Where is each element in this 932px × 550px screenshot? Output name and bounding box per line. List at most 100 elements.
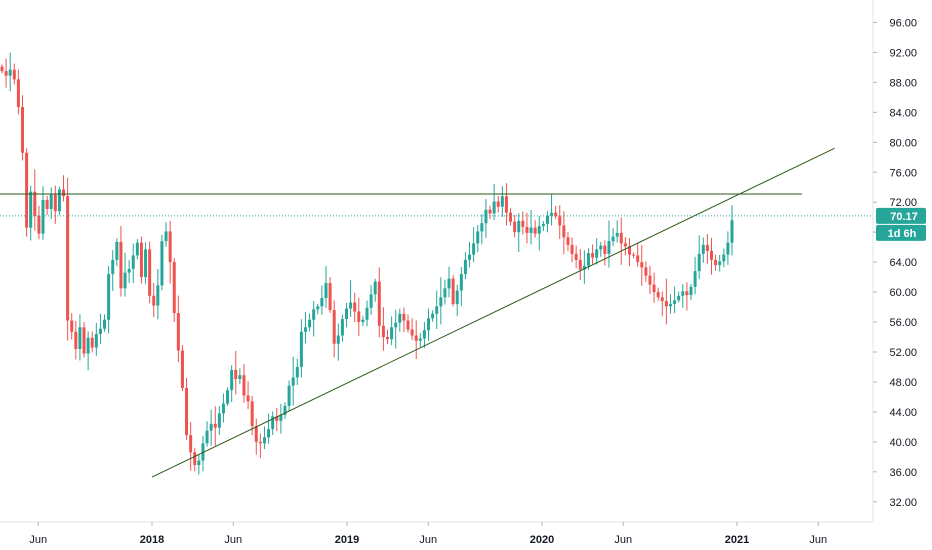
candle-body bbox=[632, 254, 636, 256]
candle-body bbox=[25, 152, 29, 228]
candle-body bbox=[394, 322, 398, 328]
candle-body bbox=[221, 403, 225, 414]
candle-body bbox=[459, 274, 463, 291]
candle-body bbox=[164, 231, 168, 242]
candle-body bbox=[37, 215, 41, 234]
candle-body bbox=[226, 390, 230, 404]
candle-body bbox=[230, 369, 234, 391]
candle-body bbox=[312, 309, 316, 320]
candle-body bbox=[521, 220, 525, 227]
candle-body bbox=[533, 227, 537, 234]
candle-body bbox=[599, 245, 603, 250]
candle-body bbox=[517, 220, 521, 233]
candle-body bbox=[336, 335, 340, 344]
candle-body bbox=[33, 191, 37, 216]
candle-body bbox=[468, 254, 472, 260]
trendline-ascending-support[interactable] bbox=[151, 147, 835, 478]
candle-body bbox=[258, 441, 262, 444]
price-tick-label: 76.00 bbox=[889, 167, 917, 179]
candle-body bbox=[250, 401, 254, 427]
candle-body bbox=[103, 319, 107, 329]
candle-body bbox=[611, 236, 615, 242]
candle-body bbox=[480, 223, 484, 232]
candle-body bbox=[172, 262, 176, 314]
candle-body bbox=[541, 223, 545, 227]
price-axis[interactable]: 96.0092.0088.0084.0080.0076.0072.0068.00… bbox=[873, 17, 917, 509]
candle-body bbox=[344, 308, 348, 320]
candle-body bbox=[373, 281, 377, 295]
candle-body bbox=[78, 327, 82, 349]
candle-body bbox=[677, 295, 681, 301]
candle-body bbox=[74, 331, 78, 349]
time-tick-label: 2021 bbox=[725, 534, 749, 546]
candle-body bbox=[238, 375, 242, 379]
candle-body bbox=[427, 318, 431, 331]
candle-body bbox=[127, 268, 131, 273]
candle-body bbox=[197, 460, 201, 466]
price-tick-label: 84.00 bbox=[889, 107, 917, 119]
candle-body bbox=[550, 212, 554, 216]
candle-body bbox=[435, 306, 439, 314]
time-tick-label: 2018 bbox=[140, 534, 164, 546]
candle-body bbox=[664, 301, 668, 307]
candle-body bbox=[705, 244, 709, 251]
time-tick-label: Jun bbox=[809, 534, 827, 546]
candle-body bbox=[357, 311, 361, 323]
candle-body bbox=[234, 369, 238, 379]
candle-body bbox=[328, 283, 332, 311]
candle-body bbox=[390, 327, 394, 340]
candle-body bbox=[689, 286, 693, 296]
bar-countdown-label: 1d 6h bbox=[888, 228, 917, 240]
price-tick-label: 36.00 bbox=[889, 467, 917, 479]
last-price-badge: 70.17 bbox=[876, 207, 926, 224]
price-tick-label: 64.00 bbox=[889, 257, 917, 269]
candle-body bbox=[107, 274, 111, 320]
candle-body bbox=[726, 242, 730, 255]
candle-body bbox=[144, 249, 148, 278]
candle-body bbox=[386, 337, 390, 340]
candle-body bbox=[123, 272, 127, 289]
candle-body bbox=[283, 405, 287, 415]
candle-body bbox=[320, 298, 324, 307]
candle-body bbox=[595, 249, 599, 258]
price-tick-label: 32.00 bbox=[889, 497, 917, 509]
candle-body bbox=[422, 330, 426, 339]
candle-body bbox=[82, 327, 86, 354]
candle-body bbox=[463, 259, 467, 275]
time-axis[interactable]: Jun 2018 Jun 2019 Jun 2020 Jun 2021 Jun bbox=[29, 522, 827, 546]
candle-body bbox=[324, 283, 328, 299]
candle-body bbox=[49, 194, 53, 209]
candle-body bbox=[431, 313, 435, 319]
candle-body bbox=[316, 306, 320, 310]
candle-body bbox=[652, 284, 656, 293]
candle-body bbox=[213, 423, 217, 428]
countdown-badge: 1d 6h bbox=[876, 224, 926, 241]
candle-body bbox=[193, 452, 197, 466]
candle-body bbox=[291, 377, 295, 386]
plot-area[interactable] bbox=[0, 0, 873, 522]
price-tick-label: 88.00 bbox=[889, 77, 917, 89]
candle-body bbox=[718, 261, 722, 266]
candle-body bbox=[111, 259, 115, 275]
candle-body bbox=[673, 300, 677, 305]
candle-body bbox=[287, 385, 291, 406]
candle-body bbox=[279, 414, 283, 421]
candle-body bbox=[504, 196, 508, 213]
price-tick-label: 48.00 bbox=[889, 377, 917, 389]
candle-body bbox=[619, 232, 623, 244]
candle-body bbox=[242, 375, 246, 396]
candle-body bbox=[714, 259, 718, 266]
price-tick-label: 40.00 bbox=[889, 437, 917, 449]
candle-body bbox=[176, 313, 180, 351]
candle-body bbox=[414, 335, 418, 341]
candle-body bbox=[271, 416, 275, 430]
candle-body bbox=[156, 285, 160, 306]
trendlines[interactable] bbox=[0, 147, 835, 478]
candle-body bbox=[45, 199, 49, 209]
price-tick-label: 72.00 bbox=[889, 197, 917, 209]
candle-body bbox=[447, 278, 451, 289]
candle-body bbox=[217, 413, 221, 428]
candle-body bbox=[94, 334, 98, 348]
candle-body bbox=[509, 212, 513, 222]
